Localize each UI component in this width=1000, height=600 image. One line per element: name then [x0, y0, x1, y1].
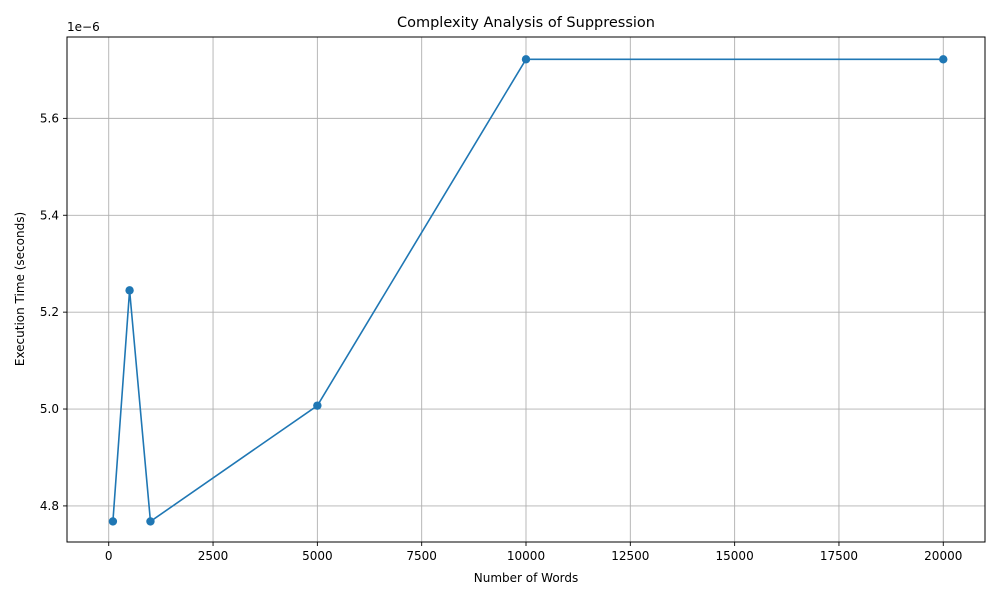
y-tick-label: 5.6: [40, 111, 59, 125]
y-tick-label: 5.2: [40, 305, 59, 319]
chart-title: Complexity Analysis of Suppression: [397, 15, 655, 31]
data-point: [146, 517, 155, 526]
data-point: [521, 55, 531, 64]
data-point: [939, 55, 948, 64]
x-tick-label: 10000: [507, 549, 545, 563]
x-tick-label: 15000: [716, 549, 754, 563]
data-point: [108, 517, 118, 526]
x-tick-label: 17500: [820, 549, 858, 563]
data-point: [313, 401, 322, 410]
x-tick-label: 7500: [406, 549, 437, 563]
series-line: [112, 58, 944, 523]
x-tick-label: 5000: [302, 549, 333, 563]
ticks: 0 2500 5000 7500 10000 12500 15000 17500 20000 4.…: [40, 111, 962, 563]
x-tick-label: 2500: [198, 549, 229, 563]
y-tick-label: 4.8: [40, 499, 59, 513]
series-layer: [108, 55, 948, 526]
x-tick-label: 20000: [924, 549, 962, 563]
data-point: [125, 286, 134, 295]
y-tick-label: 5.0: [40, 402, 59, 416]
y-axis-offset-label: 1e−6: [67, 20, 100, 34]
grid: [67, 37, 985, 542]
x-tick-label: 0: [105, 549, 113, 563]
x-axis-label: Number of Words: [474, 571, 579, 585]
y-axis-label: Execution Time (seconds): [13, 212, 27, 366]
x-tick-label: 12500: [611, 549, 649, 563]
y-tick-label: 5.4: [40, 208, 59, 222]
